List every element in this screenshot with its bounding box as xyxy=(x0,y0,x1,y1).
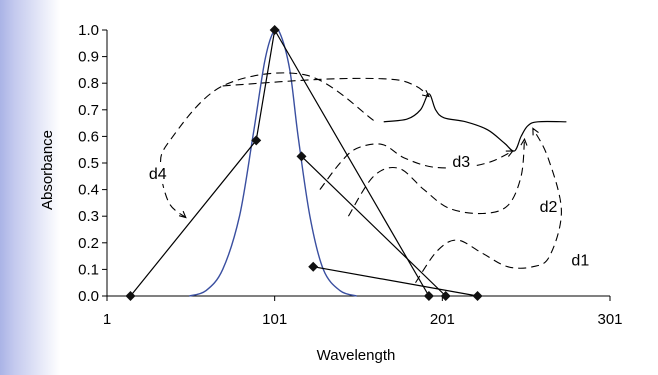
data-point-marker xyxy=(269,25,280,35)
transform-line xyxy=(130,140,257,297)
dashed-arrow-d2 xyxy=(347,139,526,217)
spectrum-curve xyxy=(188,27,358,297)
y-tick-label: 0.6 xyxy=(78,128,99,145)
transform-line xyxy=(255,29,276,141)
marker-layer xyxy=(125,25,483,301)
dashed-arrow-d1 xyxy=(415,128,562,284)
annotation-bg xyxy=(537,198,560,218)
data-point-marker xyxy=(472,291,483,301)
y-tick-label: 0.3 xyxy=(78,208,99,225)
y-tick-label: 0.1 xyxy=(78,261,99,278)
data-point-marker xyxy=(251,135,262,146)
y-tick-label: 0.7 xyxy=(78,102,99,119)
annotation-d1: d1 xyxy=(571,252,589,269)
tick-labels: 0.0 0.1 0.2 0.3 0.4 0.5 0.6 0.7 0.8 0.9 1.0 1 101 201… xyxy=(78,22,622,328)
data-point-marker xyxy=(423,291,434,301)
annotation-d4: d4 xyxy=(149,166,167,183)
warped-spectrum-curve xyxy=(383,93,567,152)
series-layer xyxy=(130,27,567,297)
transform-line xyxy=(313,266,478,297)
x-axis-label: Wavelength xyxy=(317,347,396,364)
arrowhead xyxy=(178,210,187,219)
x-tick-label: 1 xyxy=(103,311,111,328)
transform-line xyxy=(274,29,430,297)
y-tick-label: 0.0 xyxy=(78,288,99,305)
data-point-marker xyxy=(440,291,451,301)
annotation-d3: d3 xyxy=(452,154,470,171)
annotation-bg xyxy=(146,164,169,184)
data-point-marker xyxy=(125,291,136,301)
data-point-marker xyxy=(296,151,307,162)
y-tick-label: 0.9 xyxy=(78,49,99,66)
y-tick-label: 0.2 xyxy=(78,235,99,252)
y-axis-label: Absorbance xyxy=(39,130,56,210)
y-tick-label: 0.4 xyxy=(78,182,99,199)
annotation-bg xyxy=(569,251,592,271)
arrowhead xyxy=(505,150,514,157)
annotation-layer: d4 d3 d2 d1 xyxy=(146,152,592,271)
dashed-arrow-d3 xyxy=(319,143,514,190)
x-tick-label: 201 xyxy=(430,311,455,328)
dashed-arrow-d4-arrow xyxy=(222,77,430,97)
transform-line xyxy=(301,155,447,297)
annotation-bg xyxy=(450,152,473,172)
x-tick-label: 301 xyxy=(597,311,622,328)
axes xyxy=(102,29,611,301)
annotation-d2: d2 xyxy=(540,199,558,216)
arrowhead xyxy=(421,89,430,98)
dashed-arrow-d4 xyxy=(159,72,374,218)
y-tick-label: 0.5 xyxy=(78,155,99,172)
arrowhead xyxy=(532,127,539,136)
arrowhead xyxy=(520,137,528,146)
y-tick-label: 1.0 xyxy=(78,22,99,39)
data-point-marker xyxy=(308,261,319,272)
y-tick-label: 0.8 xyxy=(78,75,99,92)
x-tick-label: 101 xyxy=(262,311,287,328)
